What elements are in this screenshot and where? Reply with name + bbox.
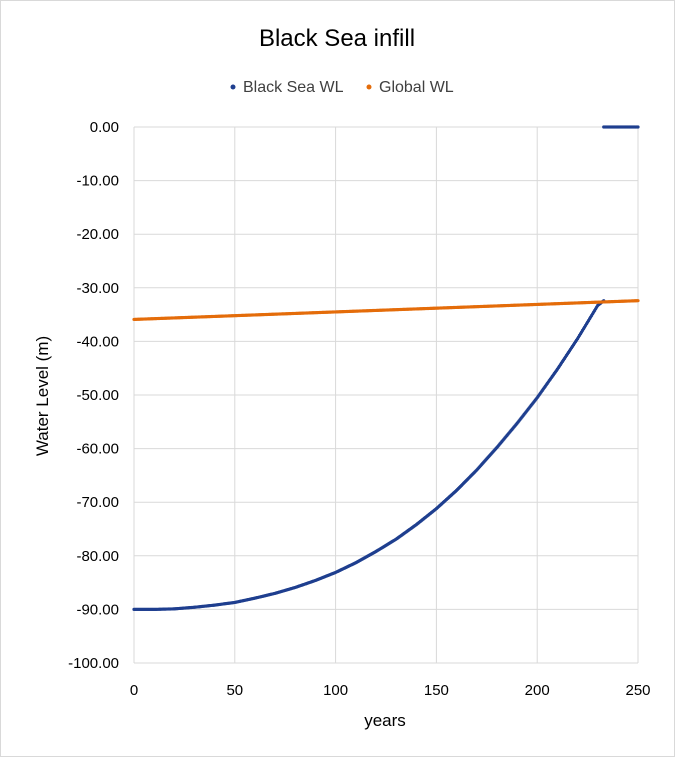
series-global-wl [132,299,640,322]
y-tick-label: -80.00 [76,548,119,565]
x-axis-label: years [364,711,406,730]
series-black-sea-wl [132,125,640,612]
legend-label-global: Global WL [379,79,454,96]
x-tick-label: 50 [226,682,243,699]
data-point [636,299,640,303]
legend-label-black-sea: Black Sea WL [243,79,344,96]
y-tick-label: -30.00 [76,280,119,297]
y-tick-label: -60.00 [76,441,119,458]
x-tick-label: 150 [424,682,449,699]
x-tick-label: 200 [525,682,550,699]
y-tick-label: -70.00 [76,494,119,511]
y-tick-label: -40.00 [76,333,119,350]
data-series [132,125,640,612]
x-tick-label: 250 [625,682,650,699]
data-point [636,125,640,129]
legend: Black Sea WL Global WL [230,79,454,96]
x-tick-label: 0 [130,682,138,699]
x-tick-label: 100 [323,682,348,699]
gridlines [133,126,639,664]
y-tick-label: -100.00 [68,655,119,672]
y-tick-label: -20.00 [76,226,119,243]
y-tick-label: -50.00 [76,387,119,404]
legend-marker-global [366,84,372,90]
y-tick-label: -90.00 [76,601,119,618]
legend-marker-black-sea [230,84,236,90]
tick-labels: 0 50 100 150 200 250 0.00 -10.00 -20.00 -30.00 -40… [68,119,650,699]
y-axis-label: Water Level (m) [33,336,52,456]
y-tick-label: 0.00 [90,119,119,136]
y-tick-label: -10.00 [76,173,119,190]
chart-title: Black Sea infill [259,25,415,52]
